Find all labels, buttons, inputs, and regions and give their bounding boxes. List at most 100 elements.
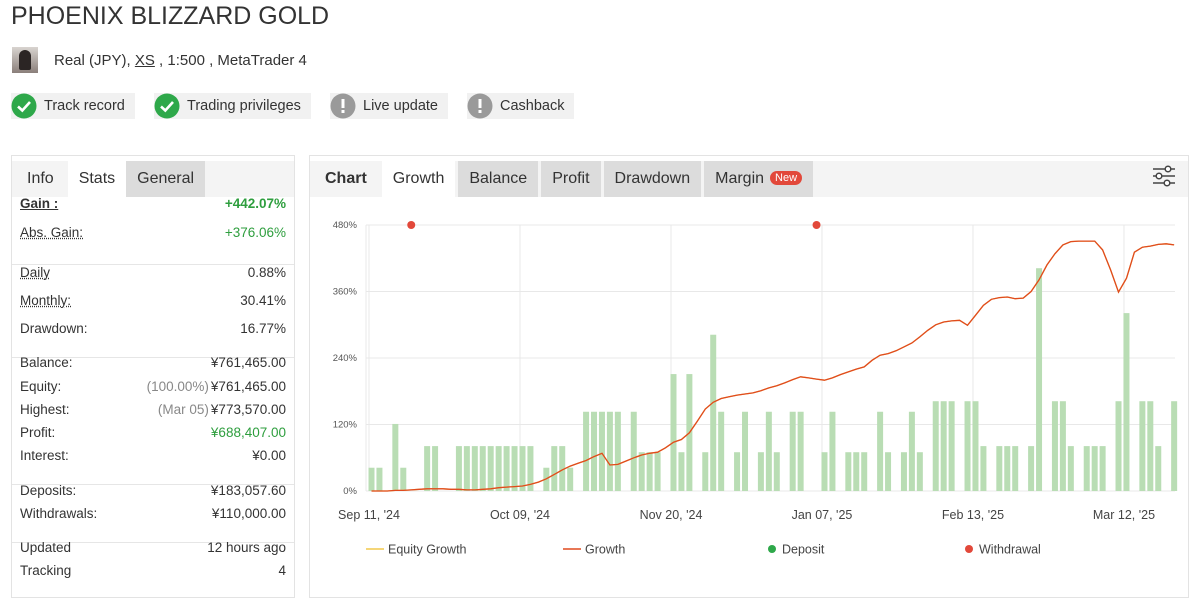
y-tick-label: 480% bbox=[333, 220, 358, 231]
icon-bang bbox=[341, 99, 345, 108]
icon-check bbox=[17, 101, 31, 113]
bar bbox=[376, 467, 383, 491]
tab-label: Balance bbox=[469, 170, 528, 187]
legend-dot bbox=[768, 545, 776, 553]
bar bbox=[583, 411, 590, 491]
bar bbox=[1083, 446, 1090, 491]
bar bbox=[1067, 446, 1074, 491]
bar bbox=[678, 452, 685, 491]
stat-row: Balance: ¥761,465.00 bbox=[20, 355, 286, 370]
bar bbox=[1139, 401, 1146, 491]
bar bbox=[972, 401, 979, 491]
bar bbox=[471, 446, 478, 491]
tab[interactable]: Balance bbox=[458, 161, 539, 197]
stat-row: Gain : +442.07% bbox=[20, 196, 286, 211]
warning-icon bbox=[330, 93, 356, 119]
bar bbox=[797, 411, 804, 491]
stat-note: (100.00%) bbox=[146, 379, 209, 394]
bar bbox=[670, 374, 677, 491]
stat-value: 12 hours ago bbox=[207, 540, 286, 555]
tab[interactable]: General bbox=[126, 161, 206, 197]
bar bbox=[1004, 446, 1011, 491]
stat-row: Monthly: 30.41% bbox=[20, 293, 286, 308]
stat-row: Highest: (Mar 05) ¥773,570.00 bbox=[20, 402, 286, 417]
x-tick-label: Mar 12, '25 bbox=[1093, 508, 1155, 522]
stat-value-wrap: ¥761,465.00 bbox=[211, 355, 286, 370]
divider bbox=[12, 542, 294, 543]
bar bbox=[614, 411, 621, 491]
bar bbox=[845, 452, 852, 491]
tab[interactable]: Stats bbox=[67, 161, 127, 197]
stat-label: Deposits: bbox=[20, 483, 77, 498]
stat-row: Interest: ¥0.00 bbox=[20, 448, 286, 463]
tab[interactable]: Profit bbox=[541, 161, 601, 197]
tab-label: Margin bbox=[715, 170, 765, 187]
tab[interactable]: Margin New bbox=[704, 161, 814, 197]
bar bbox=[1051, 401, 1058, 491]
stat-value: ¥761,465.00 bbox=[210, 379, 286, 394]
stat-value: ¥0.00 bbox=[252, 448, 286, 463]
divider bbox=[12, 357, 294, 358]
bar bbox=[948, 401, 955, 491]
bar bbox=[463, 446, 470, 491]
legend-label: Equity Growth bbox=[388, 543, 467, 557]
bar bbox=[908, 411, 915, 491]
badge: Trading privileges bbox=[154, 93, 311, 119]
stat-value-wrap: ¥183,057.60 bbox=[211, 483, 286, 498]
y-tick-label: 0% bbox=[343, 486, 357, 497]
bar bbox=[559, 446, 566, 491]
bar bbox=[1099, 446, 1106, 491]
stat-value: +442.07% bbox=[224, 196, 286, 211]
stat-label: Drawdown: bbox=[20, 321, 88, 336]
stat-label: Interest: bbox=[20, 448, 69, 463]
bar bbox=[455, 446, 462, 491]
bar bbox=[821, 452, 828, 491]
check-icon bbox=[154, 93, 180, 119]
stat-label: Balance: bbox=[20, 355, 73, 370]
tab-label: Drawdown bbox=[614, 170, 691, 187]
y-tick-label: 360% bbox=[333, 287, 358, 298]
page-title: PHOENIX BLIZZARD GOLD bbox=[11, 2, 330, 30]
bar bbox=[877, 411, 884, 491]
stat-value-wrap: ¥0.00 bbox=[252, 448, 286, 463]
tab[interactable]: Growth bbox=[381, 161, 456, 197]
legend-dot bbox=[965, 545, 973, 553]
bar bbox=[734, 452, 741, 491]
stat-value: ¥761,465.00 bbox=[210, 355, 286, 370]
x-tick-label: Feb 13, '25 bbox=[942, 508, 1004, 522]
stat-label: Profit: bbox=[20, 425, 56, 440]
bar bbox=[368, 467, 375, 491]
stat-value-wrap: 30.41% bbox=[240, 293, 286, 308]
bar bbox=[789, 411, 796, 491]
stat-label: Equity: bbox=[20, 379, 62, 394]
bar bbox=[1012, 446, 1019, 491]
stat-label: Updated bbox=[20, 540, 72, 555]
stat-value: 16.77% bbox=[240, 321, 286, 336]
bar bbox=[400, 467, 407, 491]
bar bbox=[702, 452, 709, 491]
bar bbox=[829, 411, 836, 491]
chart-tabs: Chart Growth Balance Profit Drawdown Margin Ne… bbox=[310, 161, 1188, 197]
account-details: , 1:500 , MetaTrader 4 bbox=[159, 51, 307, 69]
tab[interactable]: Info bbox=[12, 161, 68, 197]
bar bbox=[598, 411, 605, 491]
bar bbox=[996, 446, 1003, 491]
bar bbox=[742, 411, 749, 491]
bar bbox=[567, 467, 574, 491]
icon-circle bbox=[11, 93, 37, 119]
server-link[interactable]: XS bbox=[134, 51, 155, 69]
legend-label: Deposit bbox=[782, 543, 825, 557]
bar bbox=[424, 446, 431, 491]
stat-value-wrap: 0.88% bbox=[248, 265, 286, 280]
bar bbox=[646, 452, 653, 491]
bar bbox=[503, 446, 510, 491]
bar bbox=[916, 452, 923, 491]
stat-label: Gain : bbox=[20, 196, 59, 211]
stat-value-wrap: (Mar 05) ¥773,570.00 bbox=[158, 402, 286, 417]
settings-icon[interactable] bbox=[1152, 164, 1176, 188]
tab[interactable]: Drawdown bbox=[603, 161, 702, 197]
bar bbox=[861, 452, 868, 491]
growth-line bbox=[371, 240, 1175, 492]
